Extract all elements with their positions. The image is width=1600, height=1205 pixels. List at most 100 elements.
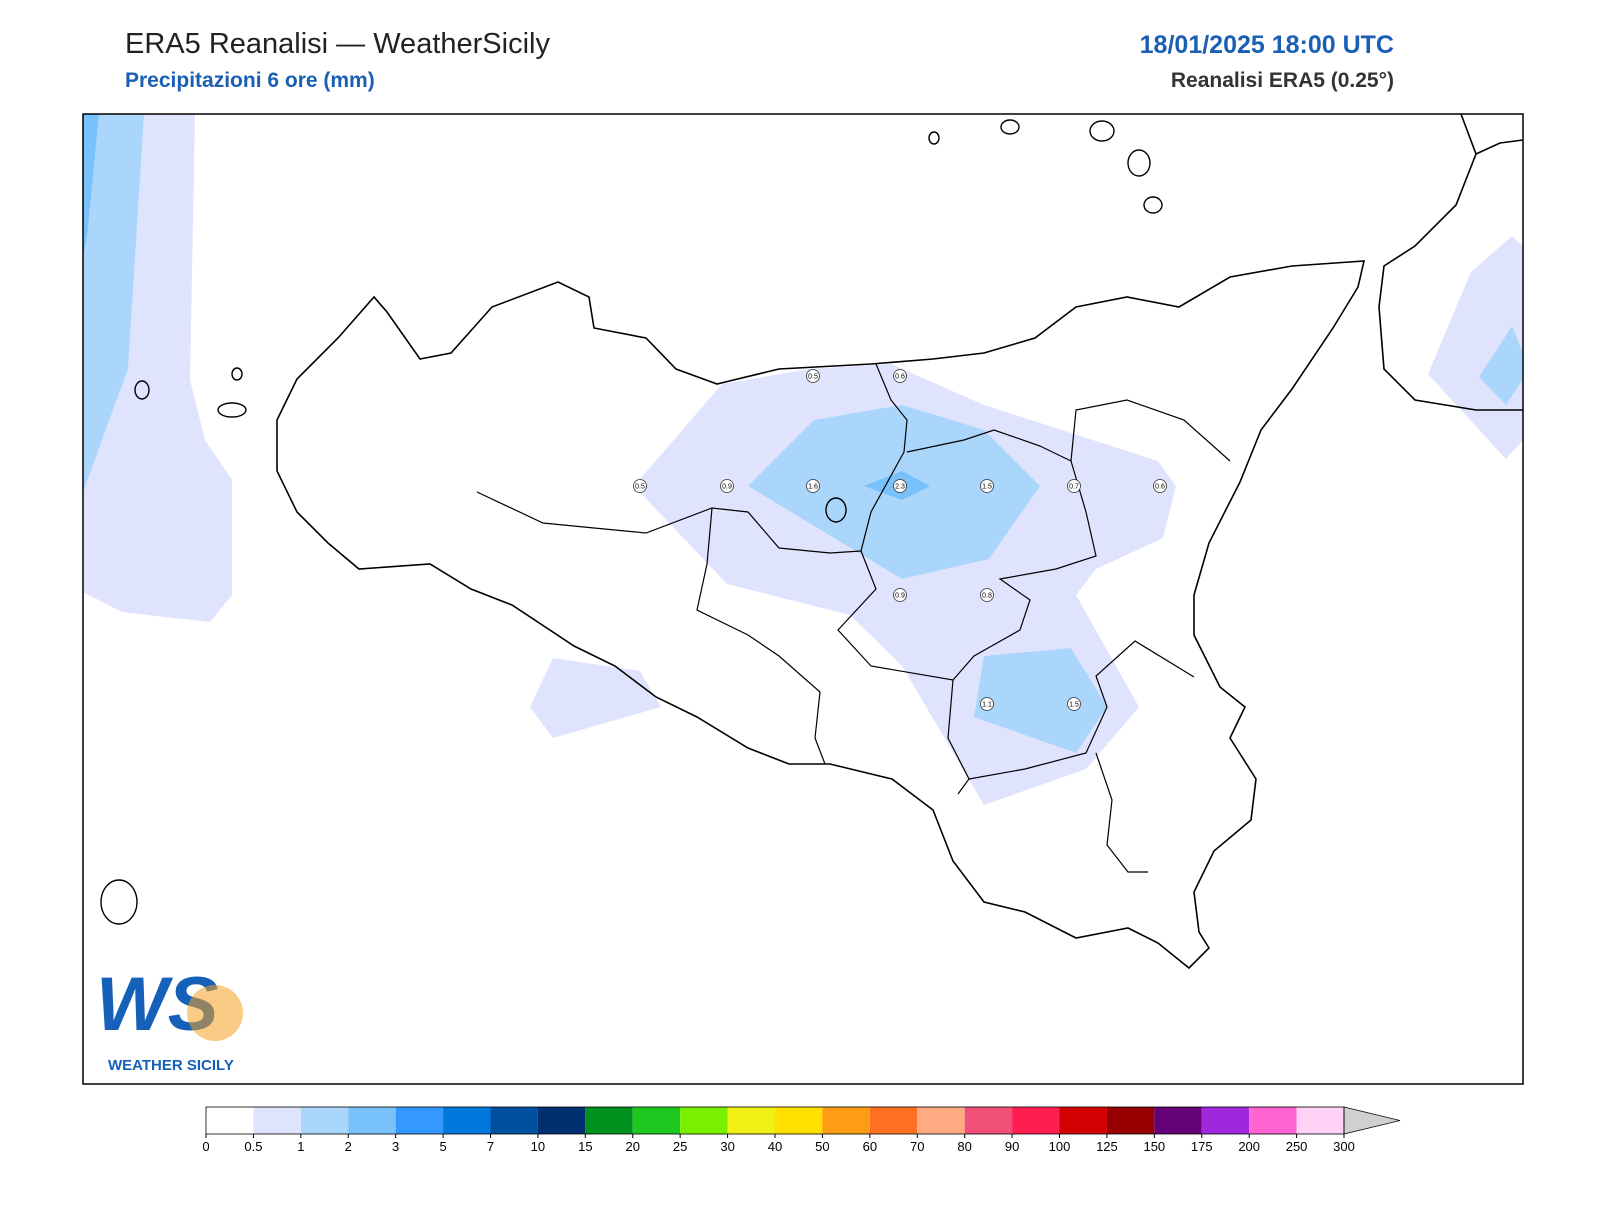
- colorbar-swatch: [1249, 1107, 1297, 1134]
- colorbar-swatch: [727, 1107, 775, 1134]
- islands: [100, 119, 1163, 925]
- station-value: 0.8: [982, 593, 992, 600]
- station-value: 1.1: [982, 702, 992, 709]
- colorbar-label: 0.5: [244, 1139, 262, 1154]
- sicily-coastline: [276, 260, 1366, 970]
- precipitation: [83, 114, 1523, 805]
- colorbar-swatch: [964, 1107, 1013, 1134]
- colorbar-label: 50: [815, 1139, 829, 1154]
- station-value: 0.5: [635, 484, 645, 491]
- colorbar-swatch: [775, 1107, 823, 1134]
- colorbar-label: 80: [957, 1139, 971, 1154]
- map-area: 0.5 0.60.5 0.9 1.6 2.3 1.5 0.7 0.60.9 0.81.1 1.5 …: [83, 114, 1523, 1074]
- colorbar-swatch: [348, 1107, 396, 1134]
- station-value: 2.3: [895, 484, 905, 491]
- province-border: [696, 507, 826, 765]
- colorbar-swatch: [300, 1107, 349, 1134]
- station-marker: [720, 479, 734, 493]
- station-marker: [980, 697, 994, 711]
- colorbar-extend: [1343, 1106, 1401, 1135]
- colorbar-label: 175: [1191, 1139, 1213, 1154]
- station-value: 0.9: [895, 593, 905, 600]
- station-value: 0.6: [895, 374, 905, 381]
- colorbar-swatch: [443, 1107, 491, 1134]
- colorbar-swatch: [490, 1107, 538, 1134]
- colorbar-swatch: [1106, 1107, 1155, 1134]
- colorbar-swatch: [1059, 1107, 1107, 1134]
- colorbar-swatch: [253, 1107, 301, 1134]
- colorbar-swatch: [206, 1107, 254, 1134]
- station-marker: [1067, 479, 1081, 493]
- colorbar-label: 250: [1286, 1139, 1308, 1154]
- station-marker: [806, 369, 820, 383]
- station-value: 1.5: [1069, 702, 1079, 709]
- colorbar-swatch: [680, 1107, 728, 1134]
- station-marker: [633, 479, 647, 493]
- colorbar-label: 0: [202, 1139, 209, 1154]
- colorbar-swatch: [1154, 1107, 1202, 1134]
- datetime: 18/01/2025 18:00 UTC: [1140, 31, 1394, 59]
- station-marker: [1067, 697, 1081, 711]
- colorbar-label: 2: [345, 1139, 352, 1154]
- station-value: 0.6: [1155, 484, 1165, 491]
- station-marker: [806, 479, 820, 493]
- colorbar-label: 70: [910, 1139, 924, 1154]
- colorbar-swatch: [917, 1107, 965, 1134]
- colorbar-label: 5: [439, 1139, 446, 1154]
- precip-area: [530, 658, 661, 738]
- colorbar-label: 60: [863, 1139, 877, 1154]
- colorbar-label: 40: [768, 1139, 782, 1154]
- colorbar-swatch: [869, 1107, 918, 1134]
- colorbar-label: 25: [673, 1139, 687, 1154]
- colorbar-label: 150: [1143, 1139, 1165, 1154]
- colorbar-label: 7: [487, 1139, 494, 1154]
- colorbar-swatch: [395, 1107, 444, 1134]
- colorbar-swatch: [585, 1107, 633, 1134]
- calabria-coastline: [1475, 139, 1523, 155]
- subtitle: Precipitazioni 6 ore (mm): [125, 69, 375, 92]
- calabria-coastline: [1378, 114, 1523, 411]
- province-border: [947, 640, 1195, 795]
- colorbar-label: 1: [297, 1139, 304, 1154]
- colorbar-label: 15: [578, 1139, 592, 1154]
- station-marker: [893, 369, 907, 383]
- station-value: 0.7: [1069, 484, 1079, 491]
- precip-area: [1479, 326, 1523, 405]
- title: ERA5 Reanalisi — WeatherSicily: [125, 28, 550, 60]
- map-frame: [82, 113, 1524, 1085]
- station-value: 1.5: [982, 484, 992, 491]
- province-border: [837, 363, 1231, 681]
- logo-sun: [187, 985, 243, 1041]
- colorbar-label: 200: [1238, 1139, 1260, 1154]
- station-marker: [893, 479, 907, 493]
- colorbar-label: 125: [1096, 1139, 1118, 1154]
- station-value: 0.9: [722, 484, 732, 491]
- logo: WS WEATHER SICILY: [96, 962, 243, 1074]
- colorbar: 0 0.5 1 2 3 5 7 10 15 20 25 30 40 50 60 70 80 90 100 125 150…: [202, 1106, 1401, 1154]
- colorbar-label: 3: [392, 1139, 399, 1154]
- colorbar-swatch: [1012, 1107, 1060, 1134]
- colorbar-label: 20: [626, 1139, 640, 1154]
- precip-area: [1428, 236, 1523, 459]
- colorbar-swatch: [822, 1107, 870, 1134]
- precip-area: [974, 648, 1107, 753]
- colorbar-label: 30: [720, 1139, 734, 1154]
- station-marker: [893, 588, 907, 602]
- colorbar-label: 90: [1005, 1139, 1019, 1154]
- province-border: [1095, 752, 1148, 873]
- precip-area: [83, 114, 99, 256]
- station-value: 1.6: [808, 484, 818, 491]
- station-marker: [980, 588, 994, 602]
- station-value: 0.5: [808, 374, 818, 381]
- source: Reanalisi ERA5 (0.25°): [1171, 69, 1394, 92]
- colorbar-label: 300: [1333, 1139, 1355, 1154]
- colorbar-label: 100: [1049, 1139, 1071, 1154]
- colorbar-swatch: [1201, 1107, 1250, 1134]
- colorbar-swatch: [537, 1107, 586, 1134]
- station-marker: [1153, 479, 1167, 493]
- colorbar-label: 10: [531, 1139, 545, 1154]
- colorbar-swatch: [1296, 1107, 1344, 1134]
- station-marker: [980, 479, 994, 493]
